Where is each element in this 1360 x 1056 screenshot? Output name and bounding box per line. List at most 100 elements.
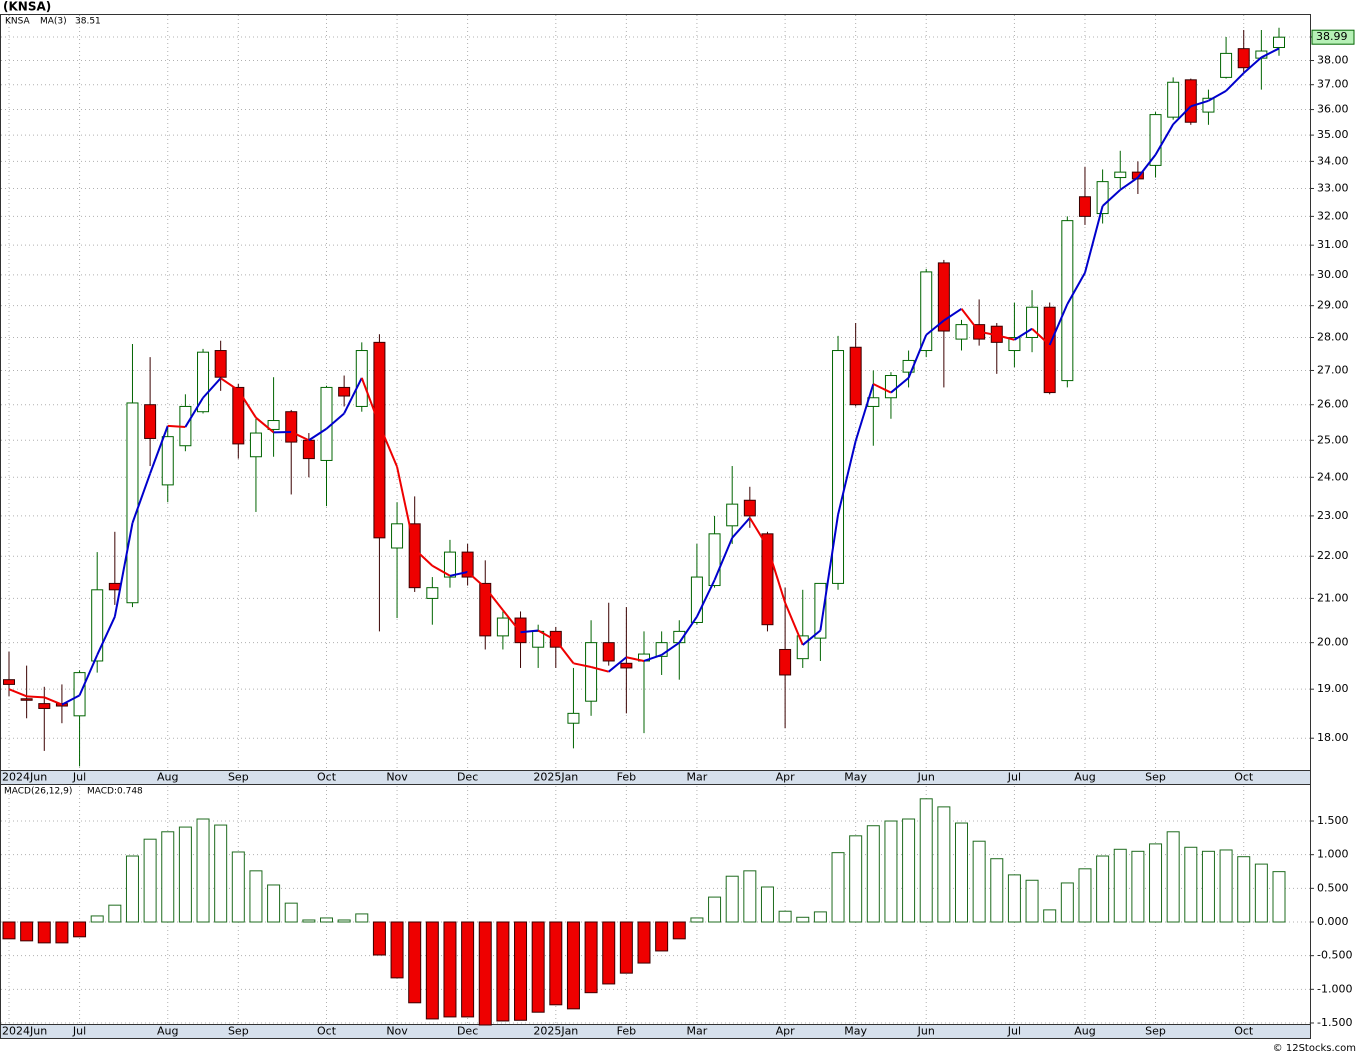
y-tick-label: -1.500 [1317, 1016, 1352, 1029]
macd-bar [902, 818, 916, 923]
candle-body [443, 551, 456, 578]
macd-bar [1254, 863, 1268, 923]
macd-bar [267, 884, 281, 923]
ma-segment [1119, 176, 1139, 191]
ma-segment [237, 389, 257, 419]
candle-body [849, 346, 862, 406]
y-tick-label: 20.00 [1317, 636, 1349, 649]
macd-bar [831, 852, 845, 923]
chart-title: (KNSA) [3, 0, 51, 14]
candle-body [602, 642, 615, 662]
macd-bar [884, 820, 898, 923]
candle-body [161, 436, 174, 486]
macd-bar [178, 826, 192, 923]
ma-segment [255, 416, 275, 434]
ma-segment [590, 666, 609, 673]
macd-bar [90, 915, 104, 923]
ma-segment [325, 412, 345, 430]
macd-bar [990, 858, 1004, 923]
candle-body [1043, 306, 1056, 394]
price-panel [0, 14, 1311, 771]
ma-segment [131, 473, 152, 524]
macd-bar [408, 921, 422, 1004]
macd-bar [655, 921, 669, 952]
macd-bar [1025, 879, 1039, 923]
ma-segment [61, 694, 81, 706]
macd-bar [955, 822, 968, 923]
ma-segment [907, 334, 928, 379]
macd-bar [125, 855, 139, 923]
macd-bar [1078, 868, 1092, 923]
candle-body [585, 642, 598, 702]
macd-bar [1149, 843, 1163, 923]
macd-bar [619, 921, 633, 974]
macd-bar [443, 921, 457, 1018]
credit: © 12Stocks.com [1273, 1043, 1356, 1054]
candle-body [620, 662, 633, 669]
x-tick-label: 2025Jan [533, 1025, 578, 1038]
y-tick-label: -1.000 [1317, 982, 1352, 995]
macd-bar [1043, 909, 1057, 923]
y-tick-label: 34.00 [1317, 154, 1349, 167]
ma-segment [1190, 99, 1209, 108]
candle-body [108, 582, 121, 591]
candle-body [1008, 336, 1021, 352]
candle-body [708, 533, 721, 587]
ma-segment [996, 334, 1015, 341]
ma-segment [784, 602, 804, 646]
candle-body [937, 262, 950, 332]
y-tick-label: 23.00 [1317, 509, 1349, 522]
candle-body [1184, 79, 1197, 123]
macd-title: MACD(26,12,9) [4, 787, 72, 797]
ma-segment [449, 571, 468, 577]
macd-bar [514, 921, 528, 1021]
y-tick-label: 25.00 [1317, 433, 1349, 446]
macd-bar [196, 818, 210, 923]
ma-segment [802, 629, 822, 646]
macd-bar [531, 921, 545, 1013]
ma-segment [1048, 303, 1069, 346]
x-tick-label: 2024Jun [2, 771, 47, 784]
candle-body [761, 533, 774, 626]
labels: 18.00 19.00 20.00 21.00 22.00 23.00 24.00 25.00… [2, 29, 1355, 1038]
y-tick-label: 1.000 [1317, 848, 1349, 861]
ma-segment [819, 514, 840, 631]
macd-bar [760, 886, 774, 923]
x-tick-label: Jul [1007, 771, 1021, 784]
macd-bar [566, 921, 580, 1010]
ma-segment [343, 377, 363, 414]
y-tick-label: 24.00 [1317, 470, 1349, 483]
macd-bar [549, 921, 563, 1006]
x-tick-label: Dec [457, 771, 478, 784]
ma-segment [608, 656, 627, 673]
candle-body [567, 712, 580, 724]
y-tick-label: 37.00 [1317, 78, 1349, 91]
macd-bar [937, 806, 951, 923]
candle-body [1273, 36, 1285, 48]
macd-bar [425, 921, 439, 1020]
ma-segment [643, 654, 662, 662]
ma-segment [113, 522, 134, 617]
macd-bar [231, 851, 245, 923]
ma-segment [837, 440, 857, 515]
macd-bar [743, 870, 757, 923]
macd-bar [496, 921, 510, 1022]
candle-body [249, 432, 262, 458]
x-tick-label: Sep [228, 1025, 249, 1038]
y-tick-label: 19.00 [1317, 682, 1349, 695]
ma-segment [978, 330, 997, 337]
y-tick-label: 26.00 [1317, 398, 1349, 411]
macd-bar [20, 921, 34, 942]
x-tick-label: Dec [457, 1025, 478, 1038]
ma-segment [943, 307, 963, 322]
x-tick-label: Jul [1007, 1025, 1021, 1038]
legend-macd: MACD:0.748 [87, 787, 143, 797]
ma-segment [414, 548, 434, 567]
candle-body [285, 411, 298, 443]
ma-segment [573, 662, 592, 668]
y-tick-label: 18.00 [1317, 731, 1349, 744]
macd-bar [725, 875, 739, 923]
candle-body [955, 324, 968, 340]
x-tick-label: Jun [917, 771, 935, 784]
candle-body [1237, 48, 1250, 69]
